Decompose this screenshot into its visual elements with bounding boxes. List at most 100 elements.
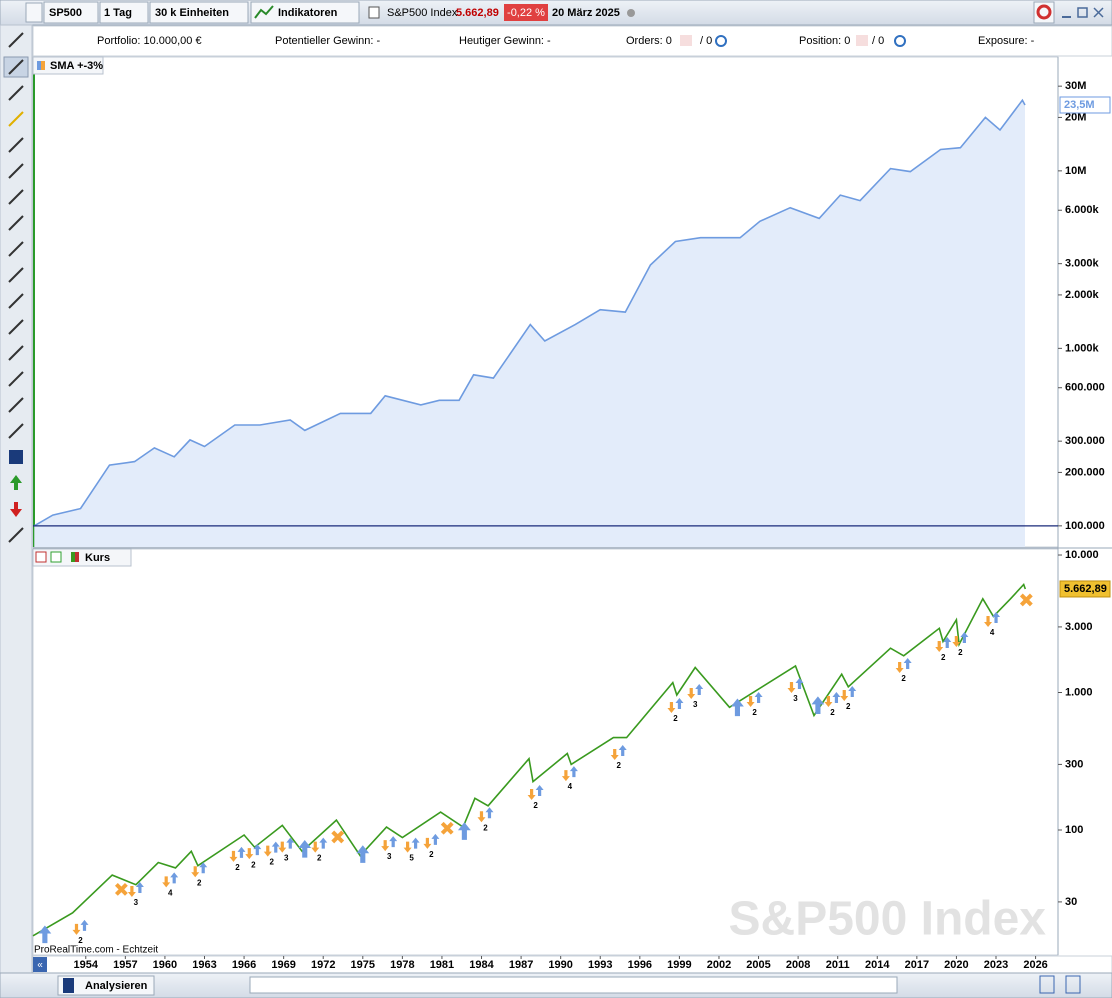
indicators-icon bbox=[254, 5, 274, 19]
entry-arrow bbox=[411, 837, 420, 849]
entry-arrow bbox=[237, 846, 246, 858]
entry-arrow bbox=[675, 697, 684, 709]
tool-button[interactable] bbox=[8, 267, 24, 283]
signal-count: 2 bbox=[78, 936, 83, 945]
series-line bbox=[33, 98, 1026, 527]
y-tick-label: 300.000 bbox=[1065, 435, 1105, 447]
tool-button[interactable] bbox=[8, 215, 24, 231]
close[interactable] bbox=[1093, 7, 1104, 18]
tool-button[interactable] bbox=[8, 137, 24, 153]
tool-button[interactable] bbox=[8, 85, 24, 101]
y-tick-label: 100.000 bbox=[1065, 520, 1105, 532]
y-tick-label: 10M bbox=[1065, 165, 1086, 177]
tool-icon bbox=[8, 215, 24, 231]
tool-icon bbox=[10, 475, 22, 490]
symbol-dropdown[interactable] bbox=[43, 1, 99, 24]
scroll-left[interactable] bbox=[33, 957, 47, 972]
tool-button[interactable] bbox=[8, 241, 24, 257]
scrollbar[interactable] bbox=[249, 976, 898, 994]
units-dropdown[interactable] bbox=[149, 1, 249, 24]
exit-arrow bbox=[746, 696, 755, 708]
tool-button[interactable] bbox=[8, 423, 24, 439]
tool-button[interactable] bbox=[8, 345, 24, 361]
remove-button[interactable] bbox=[35, 551, 47, 563]
legend-swatch bbox=[75, 552, 79, 562]
tool-button[interactable] bbox=[10, 502, 22, 517]
signal-count: 2 bbox=[958, 648, 963, 657]
entry-arrow bbox=[754, 692, 763, 704]
orders-cancel[interactable] bbox=[680, 35, 692, 46]
entry-arrow bbox=[848, 686, 857, 698]
y-tick-label: 30M bbox=[1065, 80, 1086, 92]
tool-button[interactable] bbox=[8, 111, 24, 127]
x-tick-label: 2026 bbox=[1023, 959, 1047, 971]
analyze-button[interactable] bbox=[57, 975, 155, 996]
x-tick-label: 2011 bbox=[826, 959, 850, 971]
tool-button[interactable] bbox=[8, 319, 24, 335]
position-cancel[interactable] bbox=[856, 35, 868, 46]
entry-arrow bbox=[731, 698, 744, 717]
indicators-button[interactable] bbox=[250, 1, 360, 24]
exit-arrow bbox=[72, 923, 81, 935]
signal-count: 2 bbox=[235, 863, 240, 872]
zoom-out[interactable] bbox=[1039, 975, 1055, 994]
lower-legend[interactable] bbox=[32, 548, 132, 567]
instrument: S&P500 Index bbox=[387, 7, 458, 19]
x-tick-label: 1999 bbox=[667, 959, 691, 971]
signal-count: 2 bbox=[901, 674, 906, 683]
y-tick-label: 20M bbox=[1065, 111, 1086, 123]
zoom-in[interactable] bbox=[1065, 975, 1081, 994]
signal-count: 4 bbox=[168, 889, 173, 898]
entry-arrow bbox=[618, 745, 627, 757]
tool-button[interactable] bbox=[8, 163, 24, 179]
timeframe-dropdown[interactable] bbox=[99, 1, 149, 24]
tool-button[interactable] bbox=[3, 56, 29, 78]
entry-arrow bbox=[943, 637, 952, 649]
entry-arrow bbox=[298, 840, 312, 858]
scroll-left-icon: « bbox=[37, 960, 43, 971]
position-settings[interactable] bbox=[894, 35, 906, 47]
upper-legend[interactable] bbox=[32, 56, 104, 75]
tool-icon bbox=[8, 267, 24, 283]
tool-button[interactable] bbox=[10, 475, 22, 490]
exit-arrow bbox=[667, 701, 676, 713]
entry-arrow bbox=[992, 611, 1001, 623]
orders-settings[interactable] bbox=[715, 35, 727, 47]
tool-icon bbox=[8, 319, 24, 335]
position: Position: 0 bbox=[799, 35, 850, 47]
tool-button[interactable] bbox=[8, 397, 24, 413]
potential-gain: Potentieller Gewinn: - bbox=[275, 35, 380, 47]
area bbox=[34, 100, 1026, 547]
exit-arrow bbox=[263, 845, 272, 857]
entry-arrow bbox=[286, 837, 295, 849]
link-button[interactable] bbox=[25, 2, 43, 23]
tool-icon bbox=[8, 59, 24, 75]
y-tick-label: 1.000 bbox=[1065, 686, 1093, 698]
add-button[interactable] bbox=[50, 551, 62, 563]
x-tick-label: 2014 bbox=[865, 959, 890, 971]
tool-icon bbox=[8, 137, 24, 153]
exit-arrow bbox=[527, 788, 536, 800]
close-marker bbox=[114, 882, 128, 896]
y-tick-label: 1.000k bbox=[1065, 342, 1100, 354]
maximize[interactable] bbox=[1077, 7, 1088, 18]
signal-count: 2 bbox=[197, 878, 202, 887]
signal-count: 3 bbox=[387, 852, 392, 861]
last-value-box bbox=[1059, 580, 1111, 598]
tool-button[interactable] bbox=[8, 371, 24, 387]
x-tick-label: 1987 bbox=[509, 959, 533, 971]
tool-button[interactable] bbox=[8, 527, 24, 543]
lower-pane bbox=[32, 548, 1059, 956]
tool-button[interactable] bbox=[8, 189, 24, 205]
tool-icon bbox=[8, 32, 24, 48]
source: ProRealTime.com - Echtzeit bbox=[34, 945, 158, 956]
tool-button[interactable] bbox=[9, 450, 23, 464]
signal-count: 3 bbox=[693, 700, 698, 709]
exit-arrow bbox=[952, 635, 961, 647]
tool-button[interactable] bbox=[8, 32, 24, 48]
tool-icon bbox=[8, 85, 24, 101]
x-tick-label: 1960 bbox=[153, 959, 177, 971]
legend-swatch bbox=[41, 61, 45, 70]
entry-arrow bbox=[319, 837, 328, 849]
tool-button[interactable] bbox=[8, 293, 24, 309]
